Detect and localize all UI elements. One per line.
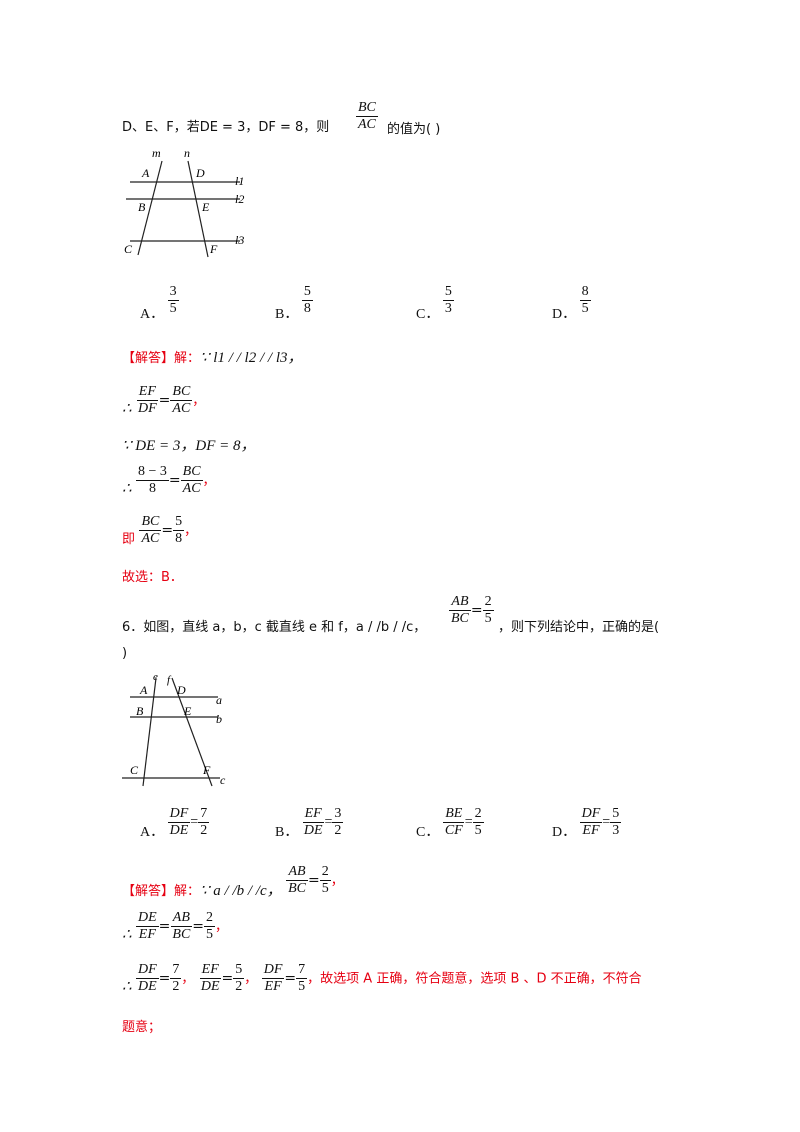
q5-label-l2: l2: [235, 192, 244, 206]
q5-solution-line4: ∴ 8 − 3 8 = BC AC，: [122, 464, 216, 497]
q6-label-E: E: [183, 704, 192, 718]
q5-label-C: C: [124, 242, 133, 256]
q6-option-d[interactable]: D． DF EF = 5 3: [552, 806, 622, 840]
q5-label-l3: l3: [235, 233, 244, 247]
q5-figure: m n A D l1 B E l2 C F l3: [124, 146, 244, 258]
q5-label-l1: l1: [235, 174, 244, 188]
q6-label-a: a: [216, 693, 222, 707]
q5-label-B: B: [138, 200, 146, 214]
q6-solution-line3: ∴ DF DE = 7 2， EF DE = 5 2， DF EF = 7 5 ，故选项 A 正确，符合题…: [122, 962, 642, 995]
q6-label-C: C: [130, 763, 139, 777]
q6-label-b: b: [216, 712, 222, 726]
q5-stem: D、E、F，若DE = 3，DF = 8，则: [122, 116, 329, 135]
q5-stem-lead: D、E、F，若DE = 3，DF = 8，则: [122, 120, 330, 135]
q5-solution-line1: 【解答】解：∵ l1 / / l2 / / l3，: [122, 350, 303, 366]
q6-solution-line2: ∴ DE EF = AB BC = 2 5，: [122, 910, 229, 943]
q6-option-c[interactable]: C． BE CF = 2 5: [416, 806, 484, 840]
q5-label-E: E: [201, 200, 210, 214]
q5-stem-tail: 的值为( ): [387, 122, 441, 137]
q6-label-c: c: [220, 773, 226, 787]
q6-solution-line4: 题意；: [122, 1020, 162, 1035]
q6-stem-lead: 6．如图，直线 a，b，c 截直线 e 和 f，a / /b / /c，: [122, 620, 427, 635]
q6-label-f: f: [167, 674, 172, 686]
q5-solution-line3: ∵ DE = 3，DF = 8，: [122, 438, 256, 454]
q6-stem-tail: ，则下列结论中，正确的是(: [498, 620, 660, 635]
q5-stem-fraction: BC AC: [356, 100, 378, 132]
q6-label-B: B: [136, 704, 144, 718]
q6-label-D: D: [176, 683, 186, 697]
q6-label-F: F: [202, 763, 211, 777]
q6-solution-line1: 【解答】解：∵ a / /b / /c， AB BC = 2 5，: [122, 864, 344, 899]
q6-label-e: e: [153, 671, 158, 683]
q5-label-n: n: [184, 146, 190, 160]
q5-label-m: m: [152, 146, 161, 160]
q6-figure: e f A D a B E b C F c: [122, 671, 226, 787]
q5-label-A: A: [141, 166, 150, 180]
q5-solution-line5: 即 BC AC = 5 8，: [122, 514, 198, 547]
q6-label-A: A: [139, 683, 148, 697]
q5-label-D: D: [195, 166, 205, 180]
q6-option-b[interactable]: B． EF DE = 3 2: [275, 806, 344, 840]
q6-option-a[interactable]: A． DF DE = 7 2: [140, 806, 210, 840]
q5-label-F: F: [209, 242, 218, 256]
q5-answer: 故选：B．: [122, 570, 183, 585]
q5-solution-line2: ∴ EF DF = BC AC，: [122, 384, 206, 417]
q6-stem-close: ): [122, 646, 128, 661]
q6-stem-fraction: AB BC = 2 5: [449, 594, 494, 626]
